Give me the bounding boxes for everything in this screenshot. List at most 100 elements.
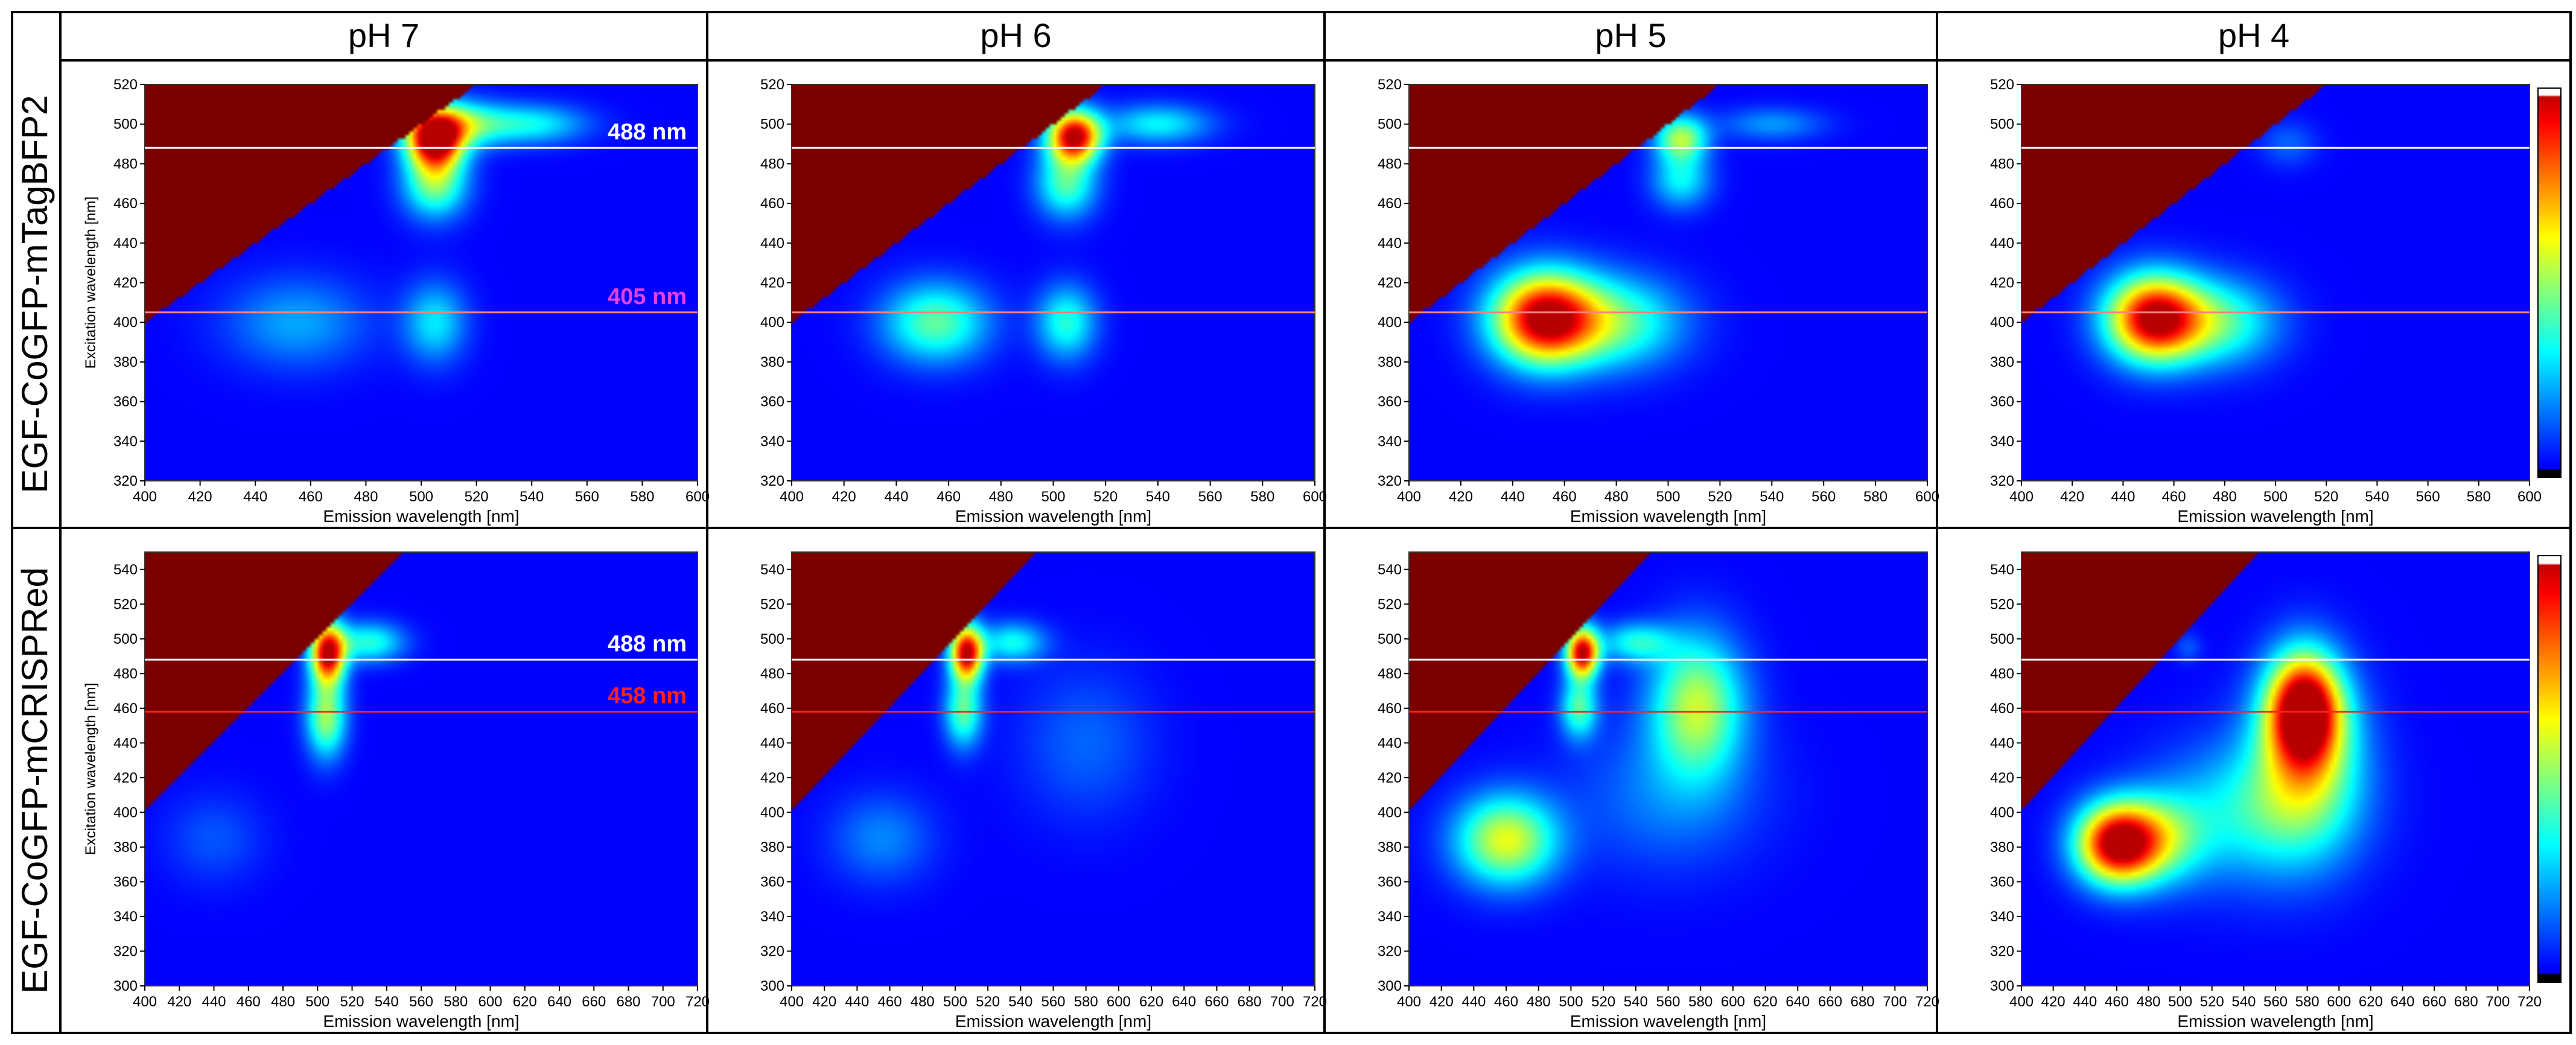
y-tick-label: 360: [1378, 394, 1402, 410]
x-tick-label: 540: [2231, 994, 2256, 1010]
x-tick-label: 420: [2041, 994, 2066, 1010]
x-tick-label: 420: [2060, 489, 2084, 505]
x-tick-label: 520: [465, 489, 489, 505]
x-tick-label: 500: [1041, 489, 1065, 505]
x-tick-label: 560: [2416, 489, 2440, 505]
y-tick-label: 320: [1378, 473, 1402, 489]
heatmap-panel-6: 400 420 440 460 480 500 520 540 560 580 600 620 640 6…: [760, 551, 1327, 1031]
x-tick-label: 620: [2359, 994, 2383, 1010]
y-tick-label: 400: [1990, 804, 2014, 821]
y-tick-label: 400: [1378, 314, 1402, 331]
line-label-405: 405 nm: [608, 284, 687, 310]
x-tick-label: 500: [2263, 489, 2288, 505]
heatmap-image: [145, 552, 698, 986]
x-tick-label: 660: [2422, 994, 2446, 1010]
x-tick-label: 600: [2517, 489, 2542, 505]
y-tick-label: 500: [1378, 116, 1402, 133]
heatmap-image: [792, 84, 1315, 481]
y-tick-label: 480: [760, 156, 784, 172]
x-tick-label: 400: [2009, 489, 2034, 505]
x-tick-label: 440: [884, 489, 908, 505]
y-tick-label: 460: [1990, 700, 2014, 717]
y-tick-label: 400: [113, 804, 138, 821]
y-tick-label: 520: [113, 596, 138, 612]
y-tick-label: 380: [1378, 354, 1402, 370]
x-tick-label: 660: [1818, 994, 1842, 1010]
y-tick-label: 420: [1378, 770, 1402, 786]
x-tick-label: 600: [1721, 994, 1745, 1010]
y-tick-label: 320: [113, 473, 138, 489]
x-tick-label: 560: [2263, 994, 2288, 1010]
x-tick-label: 420: [832, 489, 856, 505]
y-tick-label: 440: [1990, 735, 2014, 751]
x-tick-label: 560: [1198, 489, 1223, 505]
x-tick-label: 580: [1688, 994, 1713, 1010]
x-tick-label: 640: [2390, 994, 2414, 1010]
row-label-2: EGF-CoGFP-mCRISPRed: [14, 567, 55, 994]
x-tick-label: 500: [305, 994, 329, 1010]
x-tick-label: 600: [478, 994, 502, 1010]
y-tick-label: 460: [1990, 195, 2014, 212]
x-tick-label: 600: [1107, 994, 1131, 1010]
y-tick-label: 400: [113, 314, 138, 331]
x-tick-label: 700: [651, 994, 675, 1010]
y-tick-label: 420: [760, 275, 784, 291]
x-tick-label: 440: [845, 994, 869, 1010]
x-tick-label: 520: [1093, 489, 1118, 505]
x-tick-label: 460: [1494, 994, 1518, 1010]
y-tick-label: 340: [1990, 433, 2014, 449]
x-tick-label: 720: [2517, 994, 2542, 1010]
x-axis-label: Emission wavelength [nm]: [323, 507, 519, 526]
heatmap-image: [2021, 84, 2530, 481]
x-tick-label: 440: [1461, 994, 1486, 1010]
y-tick-label: 440: [113, 735, 138, 751]
y-tick-label: 500: [1990, 116, 2014, 133]
y-tick-label: 320: [1990, 943, 2014, 959]
heatmap-panel-3: 400 420 440 460 480 500 520 540 560 580 600 320 340 3…: [1378, 77, 1939, 526]
y-tick-label: 420: [1990, 770, 2014, 786]
y-tick-label: 420: [760, 770, 784, 786]
y-tick-label: 360: [113, 394, 138, 410]
x-tick-label: 520: [1708, 489, 1732, 505]
y-tick-label: 380: [760, 354, 784, 370]
y-tick-label: 400: [760, 804, 784, 821]
x-tick-label: 580: [630, 489, 654, 505]
y-tick-label: 440: [760, 235, 784, 252]
y-tick-label: 440: [1378, 235, 1402, 252]
row-label-1: EGF-CoGFP-mTagBFP2: [14, 95, 55, 493]
x-tick-label: 540: [520, 489, 544, 505]
x-tick-label: 560: [409, 994, 433, 1010]
y-tick-label: 480: [760, 665, 784, 682]
y-tick-label: 500: [113, 116, 138, 133]
heatmap-panel-5: 488 nm 458 nm 400 420 440 460 480 500 520 540 560 5…: [83, 551, 710, 1031]
x-tick-label: 680: [1851, 994, 1875, 1010]
y-tick-label: 480: [1990, 665, 2014, 682]
x-tick-label: 480: [989, 489, 1013, 505]
y-tick-label: 420: [1378, 275, 1402, 291]
x-tick-label: 580: [2295, 994, 2320, 1010]
x-axis-label: Emission wavelength [nm]: [2177, 1012, 2373, 1031]
y-axis-label: Excitation wavelength [nm]: [83, 197, 99, 369]
x-tick-label: 620: [1754, 994, 1778, 1010]
x-tick-label: 440: [202, 994, 226, 1010]
y-tick-label: 320: [113, 943, 138, 959]
y-tick-label: 300: [760, 978, 784, 994]
x-axis-label: Emission wavelength [nm]: [955, 507, 1151, 526]
x-tick-label: 480: [1604, 489, 1629, 505]
x-tick-label: 640: [547, 994, 571, 1010]
y-tick-label: 360: [113, 874, 138, 890]
x-tick-label: 560: [575, 489, 599, 505]
x-tick-label: 480: [1527, 994, 1551, 1010]
heatmap-image: [1409, 84, 1927, 481]
y-tick-label: 360: [760, 874, 784, 890]
x-tick-label: 460: [2105, 994, 2129, 1010]
heatmap-panel-8: 400 420 440 460 480 500 520 540 560 580 600 620 640 6…: [1990, 551, 2562, 1031]
x-tick-label: 520: [976, 994, 1000, 1010]
heatmap-image: [1409, 552, 1927, 986]
y-tick-label: 380: [1378, 839, 1402, 856]
x-tick-label: 460: [299, 489, 323, 505]
y-tick-label: 480: [1990, 156, 2014, 172]
y-tick-label: 340: [113, 433, 138, 449]
y-tick-label: 540: [1990, 562, 2014, 578]
